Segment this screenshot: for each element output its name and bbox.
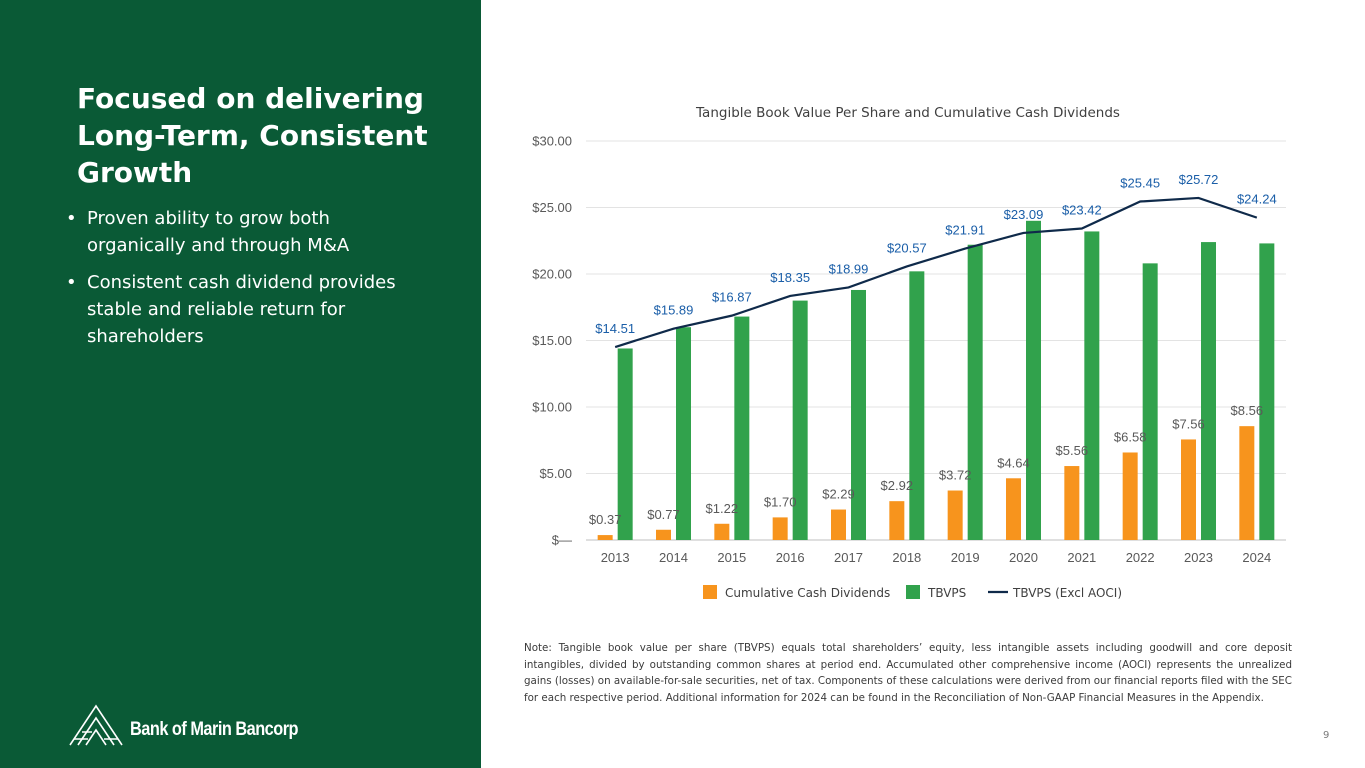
legend-swatch-dividends xyxy=(703,585,717,599)
tbvps-bar xyxy=(1026,220,1041,541)
bullet-list: • Proven ability to grow both organically… xyxy=(66,205,426,360)
x-tick-label: 2014 xyxy=(659,550,688,565)
tbvps-bar xyxy=(734,316,750,540)
line-data-label: $16.87 xyxy=(712,290,752,305)
tbvps-bar xyxy=(909,271,925,540)
left-panel xyxy=(0,0,481,768)
logo-text: Bank of Marin Bancorp xyxy=(130,719,299,740)
dividend-bar xyxy=(1239,426,1255,540)
page-number: 9 xyxy=(1323,730,1330,741)
chart-legend: Cumulative Cash Dividends TBVPS TBVPS (E… xyxy=(703,585,1122,600)
x-tick-label: 2023 xyxy=(1184,550,1213,565)
dividend-bar xyxy=(1181,439,1196,540)
dividend-data-label: $7.56 xyxy=(1172,416,1205,431)
line-data-label: $14.51 xyxy=(595,321,635,336)
line-data-label: $24.24 xyxy=(1237,192,1277,207)
tbvps-bar xyxy=(1201,242,1216,540)
chart-line-series xyxy=(614,196,1258,349)
tbvps-bar xyxy=(792,300,808,540)
y-axis: $— $5.00 $10.00 $15.00 $20.00 $25.00 $30.00 xyxy=(532,134,572,548)
chart-bars xyxy=(597,220,1275,541)
x-axis: 2013 2014 2015 2016 2017 2018 2019 2020 2021 2022… xyxy=(601,550,1272,565)
tbvps-bar xyxy=(1259,243,1275,540)
y-tick-label: $20.00 xyxy=(532,267,572,282)
dividend-bar xyxy=(889,501,905,540)
line-data-label: $18.99 xyxy=(829,261,869,276)
dividend-data-label: $4.64 xyxy=(997,455,1030,470)
bullet-dot: • xyxy=(66,272,77,293)
dividend-bar xyxy=(1122,452,1138,540)
x-tick-label: 2019 xyxy=(951,550,980,565)
line-data-label: $18.35 xyxy=(770,270,810,285)
dividend-bar xyxy=(1006,478,1021,540)
tbvps-bar xyxy=(617,348,633,540)
x-tick-label: 2015 xyxy=(717,550,746,565)
bullet-dot: • xyxy=(66,208,77,229)
dividend-bar xyxy=(947,490,963,540)
dividend-bar xyxy=(1064,466,1080,540)
dividend-bar xyxy=(656,529,671,540)
dividend-data-label: $8.56 xyxy=(1231,403,1264,418)
x-tick-label: 2016 xyxy=(776,550,805,565)
bullet-item: • Consistent cash dividend provides stabl… xyxy=(66,269,426,350)
tbvps-bar xyxy=(967,244,983,541)
x-tick-label: 2017 xyxy=(834,550,863,565)
y-tick-label: $— xyxy=(552,533,572,548)
y-tick-label: $5.00 xyxy=(539,466,572,481)
x-tick-label: 2020 xyxy=(1009,550,1038,565)
legend-label-dividends: Cumulative Cash Dividends xyxy=(725,586,890,600)
bullet-text: Consistent cash dividend provides stable… xyxy=(87,272,396,347)
x-tick-label: 2022 xyxy=(1126,550,1155,565)
line-data-label: $21.91 xyxy=(945,223,985,238)
legend-swatch-tbvps xyxy=(906,585,920,599)
line-data-label: $15.89 xyxy=(654,303,694,318)
tbvps-excl-aoci-line xyxy=(614,196,1258,349)
dividend-data-label: $1.22 xyxy=(706,501,739,516)
dividend-bar xyxy=(831,509,846,540)
y-tick-label: $15.00 xyxy=(532,333,572,348)
dividend-data-label: $5.56 xyxy=(1056,443,1089,458)
footnote: Note: Tangible book value per share (TBV… xyxy=(524,642,1292,704)
dividend-data-label: $0.77 xyxy=(647,507,680,522)
line-data-label: $23.42 xyxy=(1062,203,1102,218)
y-tick-label: $10.00 xyxy=(532,400,572,415)
dividend-data-label: $3.72 xyxy=(939,468,972,483)
x-tick-label: 2024 xyxy=(1242,550,1271,565)
y-tick-label: $25.00 xyxy=(532,200,572,215)
dividend-bar xyxy=(714,523,730,540)
y-tick-label: $30.00 xyxy=(532,134,572,149)
dividend-bar xyxy=(772,517,788,540)
dividend-data-label: $1.70 xyxy=(764,494,797,509)
chart-gridlines xyxy=(586,140,1286,541)
bullet-text: Proven ability to grow both organically … xyxy=(87,208,350,256)
line-data-label: $23.09 xyxy=(1004,207,1044,222)
x-tick-label: 2013 xyxy=(601,550,630,565)
dividend-bar xyxy=(597,535,613,540)
line-data-label: $25.45 xyxy=(1120,176,1160,191)
x-tick-label: 2021 xyxy=(1067,550,1096,565)
dividend-data-label: $2.29 xyxy=(822,487,855,502)
legend-label-line: TBVPS (Excl AOCI) xyxy=(1012,586,1122,600)
dividend-data-label: $0.37 xyxy=(589,512,622,527)
dividend-data-label: $2.92 xyxy=(881,478,914,493)
tbvps-bar xyxy=(676,327,691,540)
line-data-label: $25.72 xyxy=(1179,172,1219,187)
legend-label-tbvps: TBVPS xyxy=(927,586,966,600)
line-data-label: $20.57 xyxy=(887,240,927,255)
tbvps-bar xyxy=(1084,231,1100,540)
chart-title: Tangible Book Value Per Share and Cumula… xyxy=(695,105,1120,121)
dividend-data-label: $6.58 xyxy=(1114,429,1147,444)
chart-data-labels: $0.37 $0.77 $1.22 $1.70 $2.29 $2.92 $3.72 $4.64… xyxy=(589,172,1277,527)
tbvps-bar xyxy=(1142,263,1158,540)
x-tick-label: 2018 xyxy=(892,550,921,565)
bank-logo-icon xyxy=(69,704,123,746)
bullet-item: • Proven ability to grow both organically… xyxy=(66,205,426,259)
chart: Tangible Book Value Per Share and Cumula… xyxy=(532,105,1286,600)
slide-title: Focused on delivering Long-Term, Consist… xyxy=(77,82,428,189)
tbvps-bar xyxy=(851,289,866,540)
